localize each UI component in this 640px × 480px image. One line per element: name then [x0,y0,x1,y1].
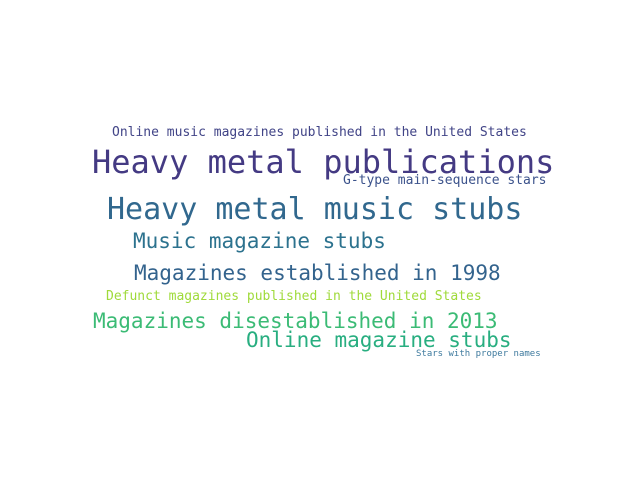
word-heavy-metal-publications: Heavy metal publications [92,143,555,181]
word-defunct-magazines-us: Defunct magazines published in the Unite… [106,289,482,304]
word-online-magazine-stubs: Online magazine stubs [246,328,512,352]
word-stars-with-proper-names: Stars with proper names [416,349,541,359]
word-heavy-metal-music-stubs: Heavy metal music stubs [107,192,523,227]
word-g-type-main-sequence-stars: G-type main-sequence stars [343,173,547,188]
word-magazines-established-1998: Magazines established in 1998 [134,261,501,285]
word-magazines-disestablished-2013: Magazines disestablished in 2013 [93,309,498,333]
word-online-music-magazines-us: Online music magazines published in the … [112,125,527,140]
word-music-magazine-stubs: Music magazine stubs [133,229,386,253]
